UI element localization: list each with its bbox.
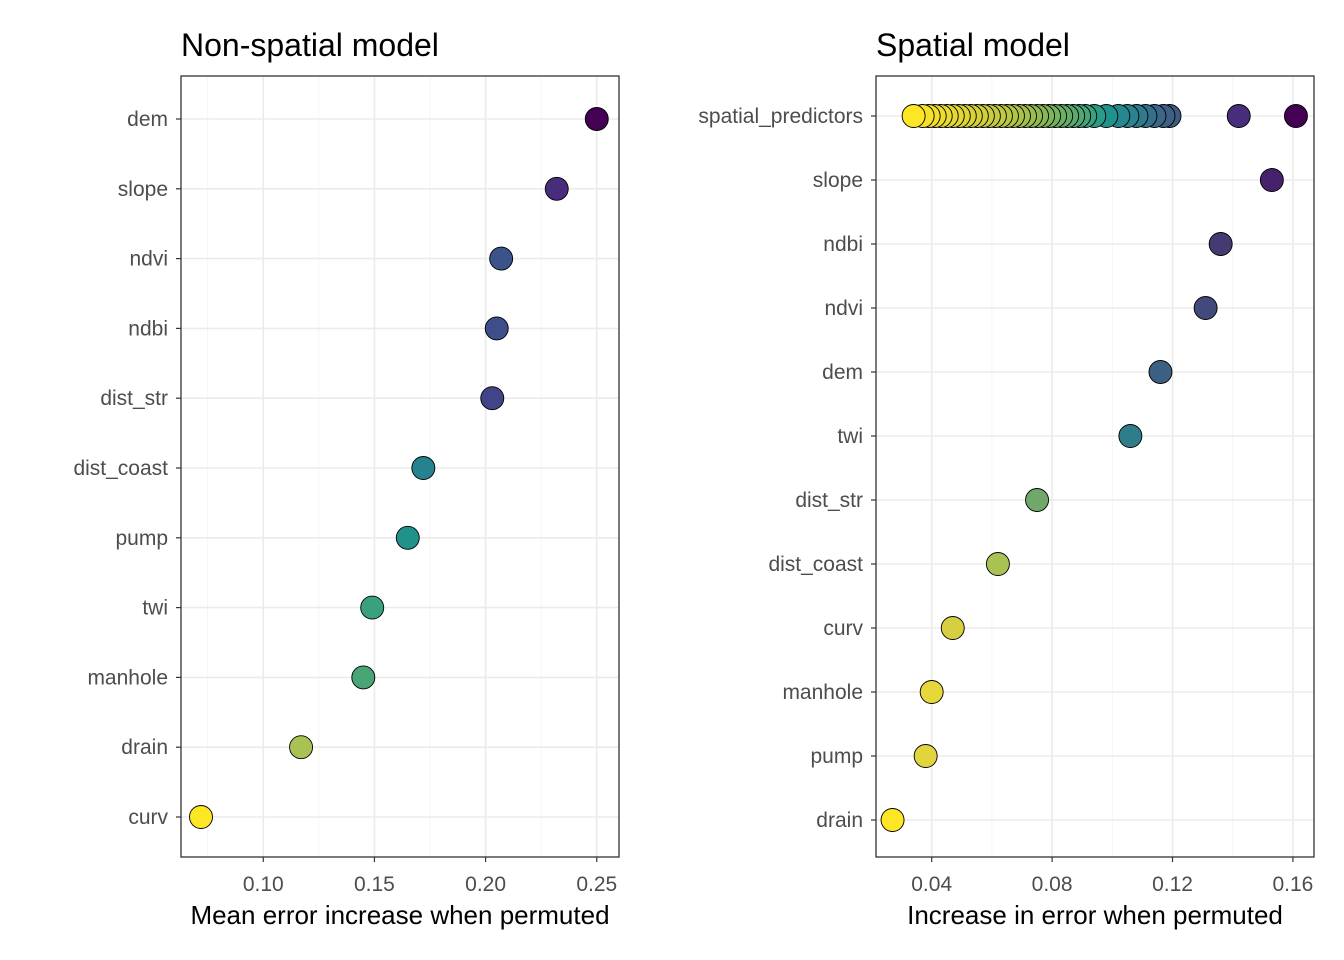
data-point — [901, 104, 926, 128]
grid — [876, 76, 1314, 857]
y-tick-label: twi — [142, 597, 168, 620]
x-axis-labels: 0.10 0.15 0.20 0.25 — [243, 857, 617, 896]
y-tick-label: ndbi — [823, 233, 863, 256]
data-point — [919, 680, 944, 704]
data-point — [1283, 104, 1308, 128]
data-point — [360, 595, 385, 620]
data-point — [1208, 232, 1233, 256]
y-tick-label: dist_coast — [768, 553, 863, 576]
y-tick-label: drain — [816, 809, 863, 832]
data-point — [411, 456, 436, 480]
y-tick-label: dem — [127, 108, 168, 131]
panel-border — [875, 75, 1315, 858]
data-point — [880, 808, 905, 832]
y-tick-label: spatial_predictors — [698, 105, 863, 128]
y-tick-label: slope — [813, 169, 863, 192]
y-tick-label: dist_coast — [73, 457, 168, 480]
y-tick-label: drain — [121, 736, 168, 759]
data-point — [544, 176, 569, 201]
x-axis-title: Increase in error when permuted — [907, 900, 1283, 930]
data-point — [1118, 424, 1143, 448]
x-axis-title: Mean error increase when permuted — [190, 900, 609, 930]
data-point — [940, 616, 965, 640]
x-tick-label: 0.15 — [354, 873, 395, 896]
data-point — [1148, 360, 1173, 384]
y-tick-label: twi — [837, 425, 863, 448]
y-tick-label: curv — [823, 617, 863, 640]
data-point — [289, 735, 314, 760]
y-tick-label: ndvi — [129, 248, 168, 271]
data-point — [1226, 104, 1251, 128]
data-point — [1025, 488, 1050, 512]
panel-title: Spatial model — [876, 27, 1070, 63]
panel-title: Non-spatial model — [181, 27, 439, 63]
y-tick-label: dist_str — [100, 387, 168, 410]
y-tick-label: manhole — [782, 681, 863, 704]
y-tick-label: slope — [118, 178, 168, 201]
data-point — [1259, 168, 1284, 192]
data-point — [189, 805, 213, 829]
data-point — [395, 525, 420, 550]
panel-border — [180, 75, 620, 858]
y-tick-label: dem — [822, 361, 863, 384]
data-points — [189, 107, 609, 829]
data-point — [489, 246, 514, 271]
x-tick-label: 0.16 — [1272, 873, 1313, 896]
x-axis-labels: 0.04 0.08 0.12 0.16 — [911, 857, 1313, 896]
x-tick-label: 0.08 — [1032, 873, 1073, 896]
data-point — [985, 552, 1010, 576]
x-tick-label: 0.10 — [243, 873, 284, 896]
y-tick-label: manhole — [87, 666, 168, 689]
x-tick-label: 0.12 — [1152, 873, 1193, 896]
data-point — [913, 744, 938, 768]
y-tick-label: pump — [810, 745, 863, 768]
non-spatial-panel: Non-spatial model dem slope ndvi ndbi dist_s… — [73, 27, 620, 930]
x-tick-label: 0.04 — [911, 873, 952, 896]
y-tick-label: pump — [115, 527, 168, 550]
y-tick-label: ndvi — [824, 297, 863, 320]
data-point — [584, 107, 609, 131]
data-points — [880, 104, 1308, 832]
data-point — [484, 316, 509, 341]
x-tick-label: 0.25 — [576, 873, 617, 896]
y-tick-label: dist_str — [795, 489, 863, 512]
data-point — [1193, 296, 1218, 320]
data-point — [351, 665, 376, 690]
y-tick-label: ndbi — [128, 317, 168, 340]
data-point — [480, 386, 505, 411]
x-tick-label: 0.20 — [465, 873, 506, 896]
y-tick-label: curv — [128, 806, 168, 829]
grid — [181, 76, 619, 857]
